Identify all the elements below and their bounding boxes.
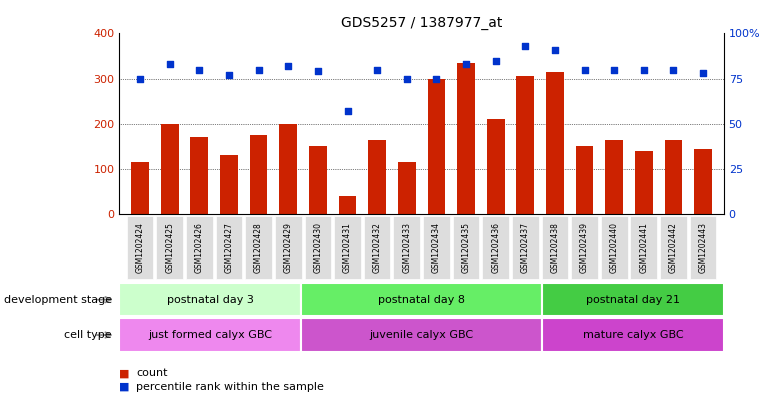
FancyBboxPatch shape [186,216,213,279]
Bar [190,137,208,214]
Bar [427,79,445,214]
FancyBboxPatch shape [305,216,331,279]
Point [430,75,443,82]
Text: mature calyx GBC: mature calyx GBC [583,330,684,340]
FancyBboxPatch shape [363,216,390,279]
Title: GDS5257 / 1387977_at: GDS5257 / 1387977_at [341,16,502,29]
FancyBboxPatch shape [127,216,153,279]
Bar [339,196,357,214]
FancyBboxPatch shape [690,216,716,279]
FancyBboxPatch shape [482,216,509,279]
Text: GSM1202433: GSM1202433 [402,222,411,273]
Point [253,66,265,73]
Text: development stage: development stage [4,295,112,305]
Text: GSM1202425: GSM1202425 [166,222,174,273]
FancyBboxPatch shape [542,283,724,316]
Text: GSM1202438: GSM1202438 [551,222,560,273]
Text: GSM1202426: GSM1202426 [195,222,204,273]
Text: postnatal day 3: postnatal day 3 [166,295,253,305]
Point [638,66,650,73]
Point [608,66,621,73]
Text: count: count [136,368,168,378]
Bar [576,146,594,214]
Bar [280,124,297,214]
FancyBboxPatch shape [423,216,450,279]
Text: cell type: cell type [64,330,112,340]
Text: GSM1202441: GSM1202441 [639,222,648,273]
Point [519,43,531,49]
FancyBboxPatch shape [542,318,724,352]
FancyBboxPatch shape [601,216,628,279]
Point [668,66,680,73]
Bar [517,76,534,214]
FancyBboxPatch shape [119,318,300,352]
FancyBboxPatch shape [541,216,568,279]
Bar [131,162,149,214]
Text: GSM1202435: GSM1202435 [461,222,470,273]
Text: postnatal day 8: postnatal day 8 [378,295,465,305]
FancyBboxPatch shape [300,318,542,352]
Bar [368,140,386,214]
Bar [665,140,682,214]
FancyBboxPatch shape [275,216,302,279]
Text: GSM1202427: GSM1202427 [225,222,233,273]
Bar [249,135,267,214]
Text: ■: ■ [119,368,130,378]
FancyBboxPatch shape [156,216,183,279]
FancyBboxPatch shape [631,216,657,279]
Bar [309,146,326,214]
Point [341,108,353,114]
Bar [546,72,564,214]
Point [223,72,235,78]
Text: GSM1202424: GSM1202424 [136,222,145,273]
Text: ■: ■ [119,382,130,392]
Point [490,57,502,64]
FancyBboxPatch shape [453,216,480,279]
Text: GSM1202429: GSM1202429 [283,222,293,273]
Text: GSM1202428: GSM1202428 [254,222,263,273]
Point [282,63,294,69]
FancyBboxPatch shape [660,216,687,279]
Point [400,75,413,82]
Text: GSM1202431: GSM1202431 [343,222,352,273]
FancyBboxPatch shape [512,216,538,279]
Bar [487,119,504,214]
Point [193,66,206,73]
FancyBboxPatch shape [216,216,243,279]
Text: postnatal day 21: postnatal day 21 [586,295,680,305]
Point [163,61,176,67]
FancyBboxPatch shape [119,283,300,316]
Text: GSM1202443: GSM1202443 [698,222,708,273]
Text: GSM1202430: GSM1202430 [313,222,323,273]
Point [549,46,561,53]
Point [371,66,383,73]
Point [578,66,591,73]
Text: GSM1202440: GSM1202440 [610,222,618,273]
Bar [398,162,416,214]
Text: GSM1202442: GSM1202442 [669,222,678,273]
Bar [457,63,475,214]
Point [697,70,709,76]
Text: GSM1202439: GSM1202439 [580,222,589,273]
Text: juvenile calyx GBC: juvenile calyx GBC [370,330,474,340]
Bar [220,155,238,214]
Text: percentile rank within the sample: percentile rank within the sample [136,382,324,392]
Bar [635,151,653,214]
Text: GSM1202436: GSM1202436 [491,222,500,273]
Text: GSM1202437: GSM1202437 [521,222,530,273]
Text: GSM1202434: GSM1202434 [432,222,441,273]
Text: GSM1202432: GSM1202432 [373,222,382,273]
FancyBboxPatch shape [393,216,420,279]
Bar [605,140,623,214]
Text: just formed calyx GBC: just formed calyx GBC [148,330,272,340]
Bar [695,149,712,214]
Point [312,68,324,75]
FancyBboxPatch shape [246,216,272,279]
FancyBboxPatch shape [300,283,542,316]
FancyBboxPatch shape [334,216,361,279]
FancyBboxPatch shape [571,216,598,279]
Bar [161,124,179,214]
Point [134,75,146,82]
Point [460,61,472,67]
